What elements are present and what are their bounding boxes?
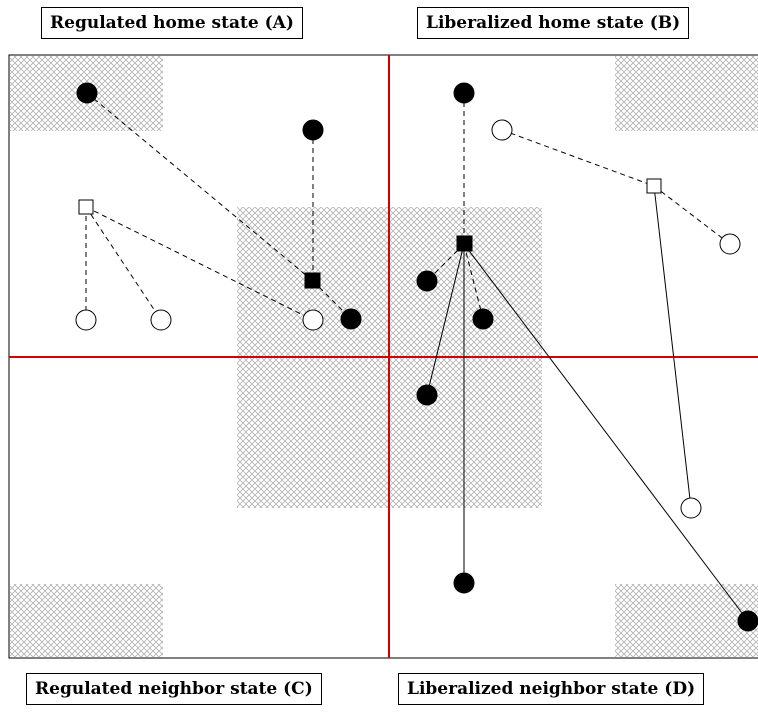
hollow-node [719, 233, 741, 255]
filled-node [340, 308, 362, 330]
hatched-region-bottom-right [615, 584, 758, 657]
dashed-link [85, 206, 314, 321]
filled-node [472, 308, 494, 330]
label-liberalized-home-state: Liberalized home state (B) [417, 7, 690, 39]
filled-node [302, 119, 324, 141]
dashed-link [463, 243, 484, 320]
hollow-node [150, 309, 172, 331]
hollow-node [491, 119, 513, 141]
filled-node [453, 82, 475, 104]
hollow-node [75, 309, 97, 331]
filled-square-node [304, 272, 321, 289]
solid-link [653, 185, 692, 509]
hatched-region-bottom-left [10, 584, 163, 657]
hollow-square-node [78, 199, 94, 215]
label-liberalized-neighbor-state: Liberalized neighbor state (D) [398, 673, 705, 705]
label-regulated-home-state: Regulated home state (A) [41, 7, 303, 39]
label-regulated-neighbor-state: Regulated neighbor state (C) [26, 673, 322, 705]
filled-square-node [456, 235, 473, 252]
dashed-link [653, 185, 731, 245]
dashed-link [85, 206, 162, 321]
filled-node [76, 82, 98, 104]
hatched-region-top-right [615, 56, 758, 131]
solid-link [426, 243, 465, 396]
dashed-link [86, 92, 314, 282]
filled-node [453, 572, 475, 594]
solid-link [463, 243, 749, 622]
hollow-square-node [646, 178, 662, 194]
hollow-node [680, 497, 702, 519]
filled-node [416, 270, 438, 292]
filled-node [737, 610, 758, 632]
filled-node [416, 384, 438, 406]
hollow-node [302, 309, 324, 331]
